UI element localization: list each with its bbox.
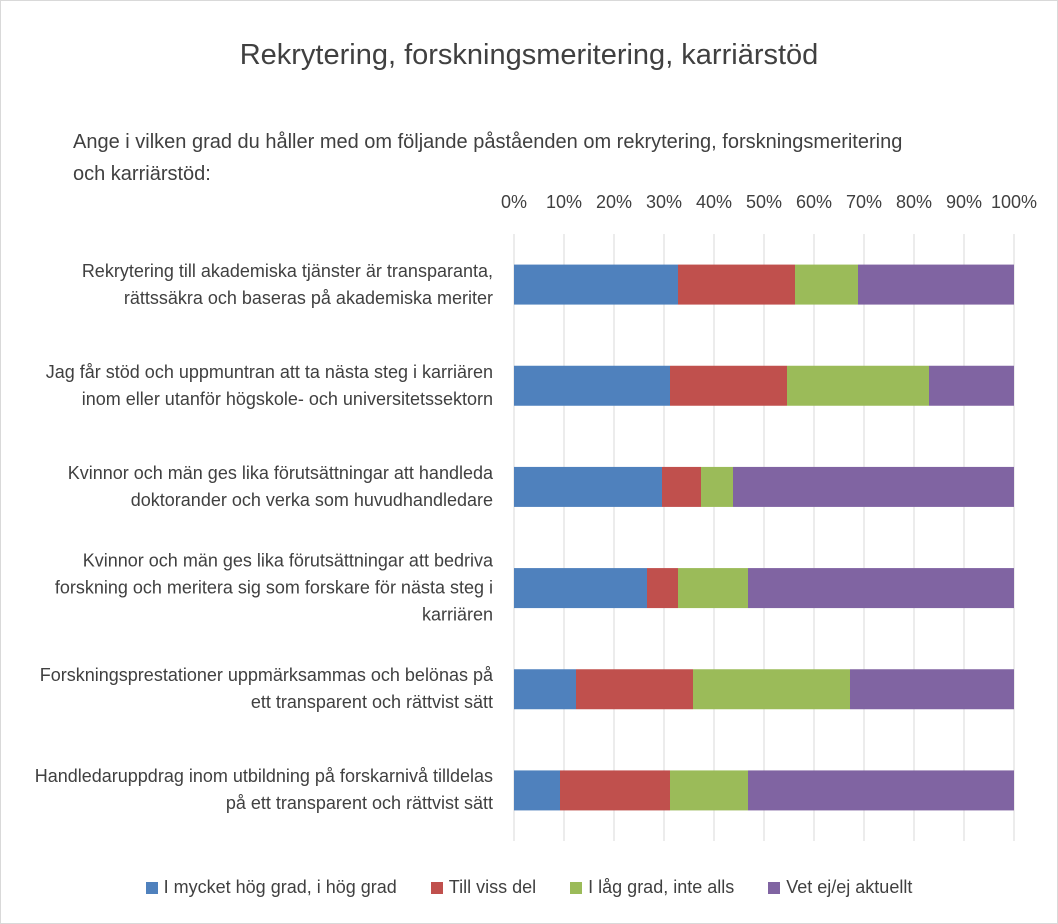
x-tick-label: 80%: [896, 192, 932, 212]
x-tick-label: 30%: [646, 192, 682, 212]
bar-segment: [670, 365, 787, 406]
x-tick-label: 100%: [991, 192, 1037, 212]
legend-item: I låg grad, inte alls: [570, 877, 734, 898]
legend-label: Vet ej/ej aktuellt: [786, 877, 913, 897]
legend-swatch: [570, 881, 583, 894]
x-tick-label: 90%: [946, 192, 982, 212]
legend-swatch: [145, 881, 158, 894]
legend-item: I mycket hög grad, i hög grad: [145, 877, 397, 898]
legend-swatch: [430, 881, 443, 894]
bar-segment: [678, 568, 748, 609]
x-tick-label: 60%: [796, 192, 832, 212]
chart-title: Rekrytering, forskningsmeritering, karri…: [239, 39, 819, 71]
category-label: Kvinnor och män ges lika förutsättningar…: [54, 550, 493, 625]
bar-segment: [733, 466, 1014, 507]
x-tick-label: 40%: [696, 192, 732, 212]
bar-segment: [795, 264, 858, 305]
bar-segment: [670, 770, 748, 811]
legend-label: I låg grad, inte alls: [588, 877, 735, 897]
category-label: Forskningsprestationer uppmärksammas och…: [39, 665, 493, 713]
x-tick-label: 50%: [746, 192, 782, 212]
bar-segment: [514, 466, 662, 507]
legend-label: I mycket hög grad, i hög grad: [163, 877, 397, 897]
bar-segment: [929, 365, 1014, 406]
bar-segment: [514, 264, 678, 305]
bar-segment: [514, 365, 670, 406]
x-tick-label: 20%: [596, 192, 632, 212]
x-tick-label: 0%: [501, 192, 527, 212]
bar-segment: [514, 568, 647, 609]
x-tick-label: 70%: [846, 192, 882, 212]
category-label: Handledaruppdrag inom utbildning på fors…: [34, 766, 493, 814]
bar-segment: [678, 264, 795, 305]
category-label: Jag får stöd och uppmuntran att ta nästa…: [45, 361, 493, 409]
bar-segment: [748, 568, 1014, 609]
legend-item: Till viss del: [430, 877, 537, 898]
bar-segment: [514, 669, 576, 710]
legend-item: Vet ej/ej aktuellt: [768, 877, 912, 898]
bar-segment: [514, 770, 560, 811]
legend-label: Till viss del: [448, 877, 537, 897]
bar-segment: [701, 466, 733, 507]
category-label: Rekrytering till akademiska tjänster är …: [81, 260, 493, 308]
bar-segment: [748, 770, 1014, 811]
bar-segment: [850, 669, 1014, 710]
legend: I mycket hög grad, i hög grad Till viss d…: [1, 877, 1057, 898]
legend-swatch: [768, 881, 781, 894]
bar-segment: [787, 365, 929, 406]
category-label: Kvinnor och män ges lika förutsättningar…: [67, 462, 493, 510]
bar-segment: [560, 770, 670, 811]
bar-segment: [576, 669, 693, 710]
bar-segment: [662, 466, 701, 507]
chart-subtitle: Ange i vilken grad du håller med om följ…: [73, 131, 903, 185]
x-tick-label: 10%: [546, 192, 582, 212]
bar-segment: [858, 264, 1014, 305]
bar-segment: [693, 669, 850, 710]
bar-segment: [647, 568, 678, 609]
